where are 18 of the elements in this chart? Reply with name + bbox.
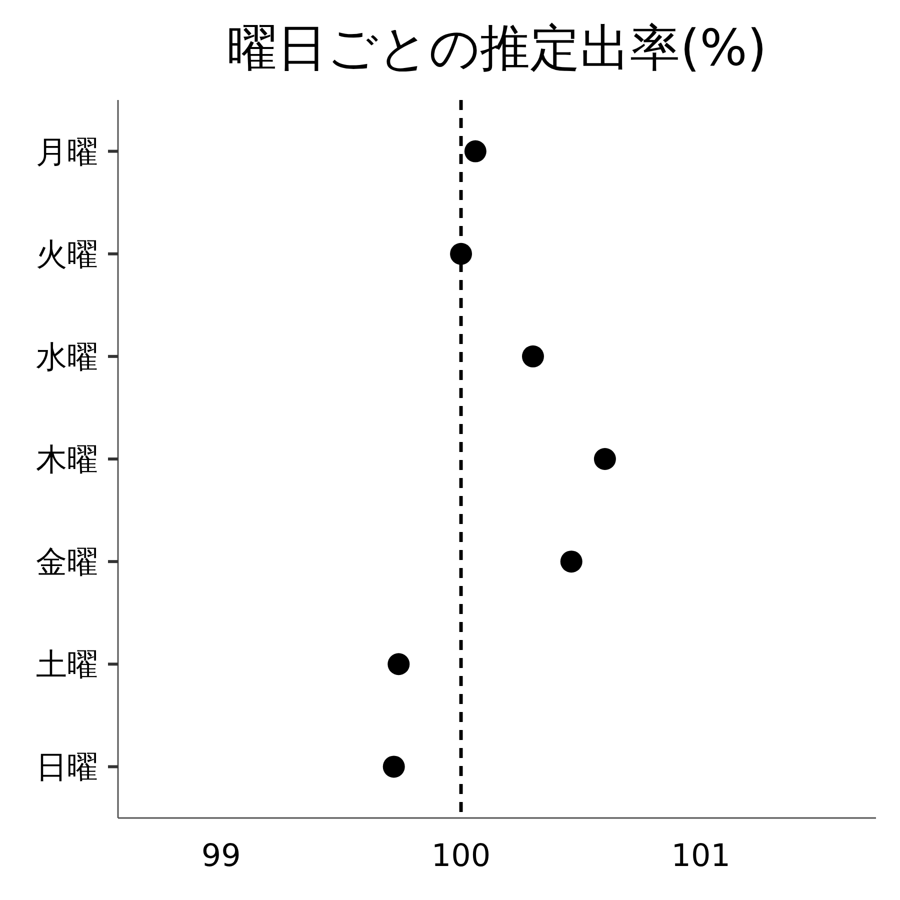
y-tick-label: 日曜 bbox=[36, 750, 98, 786]
point bbox=[522, 345, 544, 368]
y-tick-label: 火曜 bbox=[36, 236, 98, 273]
x-tick-label: 100 bbox=[431, 838, 491, 874]
point bbox=[388, 653, 410, 676]
point bbox=[560, 550, 582, 573]
point bbox=[594, 448, 616, 470]
point bbox=[450, 242, 472, 265]
x-tick-label: 101 bbox=[671, 838, 730, 874]
chart-title: 曜日ごとの推定出率(%) bbox=[227, 19, 767, 77]
point bbox=[382, 756, 405, 778]
y-tick-label: 金曜 bbox=[36, 544, 98, 581]
y-tick-label: 土曜 bbox=[36, 647, 98, 684]
y-tick-label: 水曜 bbox=[36, 339, 98, 376]
point bbox=[464, 140, 486, 162]
y-tick-label: 木曜 bbox=[36, 442, 98, 478]
y-tick-label: 月曜 bbox=[36, 134, 98, 170]
x-tick-label: 99 bbox=[201, 838, 241, 874]
